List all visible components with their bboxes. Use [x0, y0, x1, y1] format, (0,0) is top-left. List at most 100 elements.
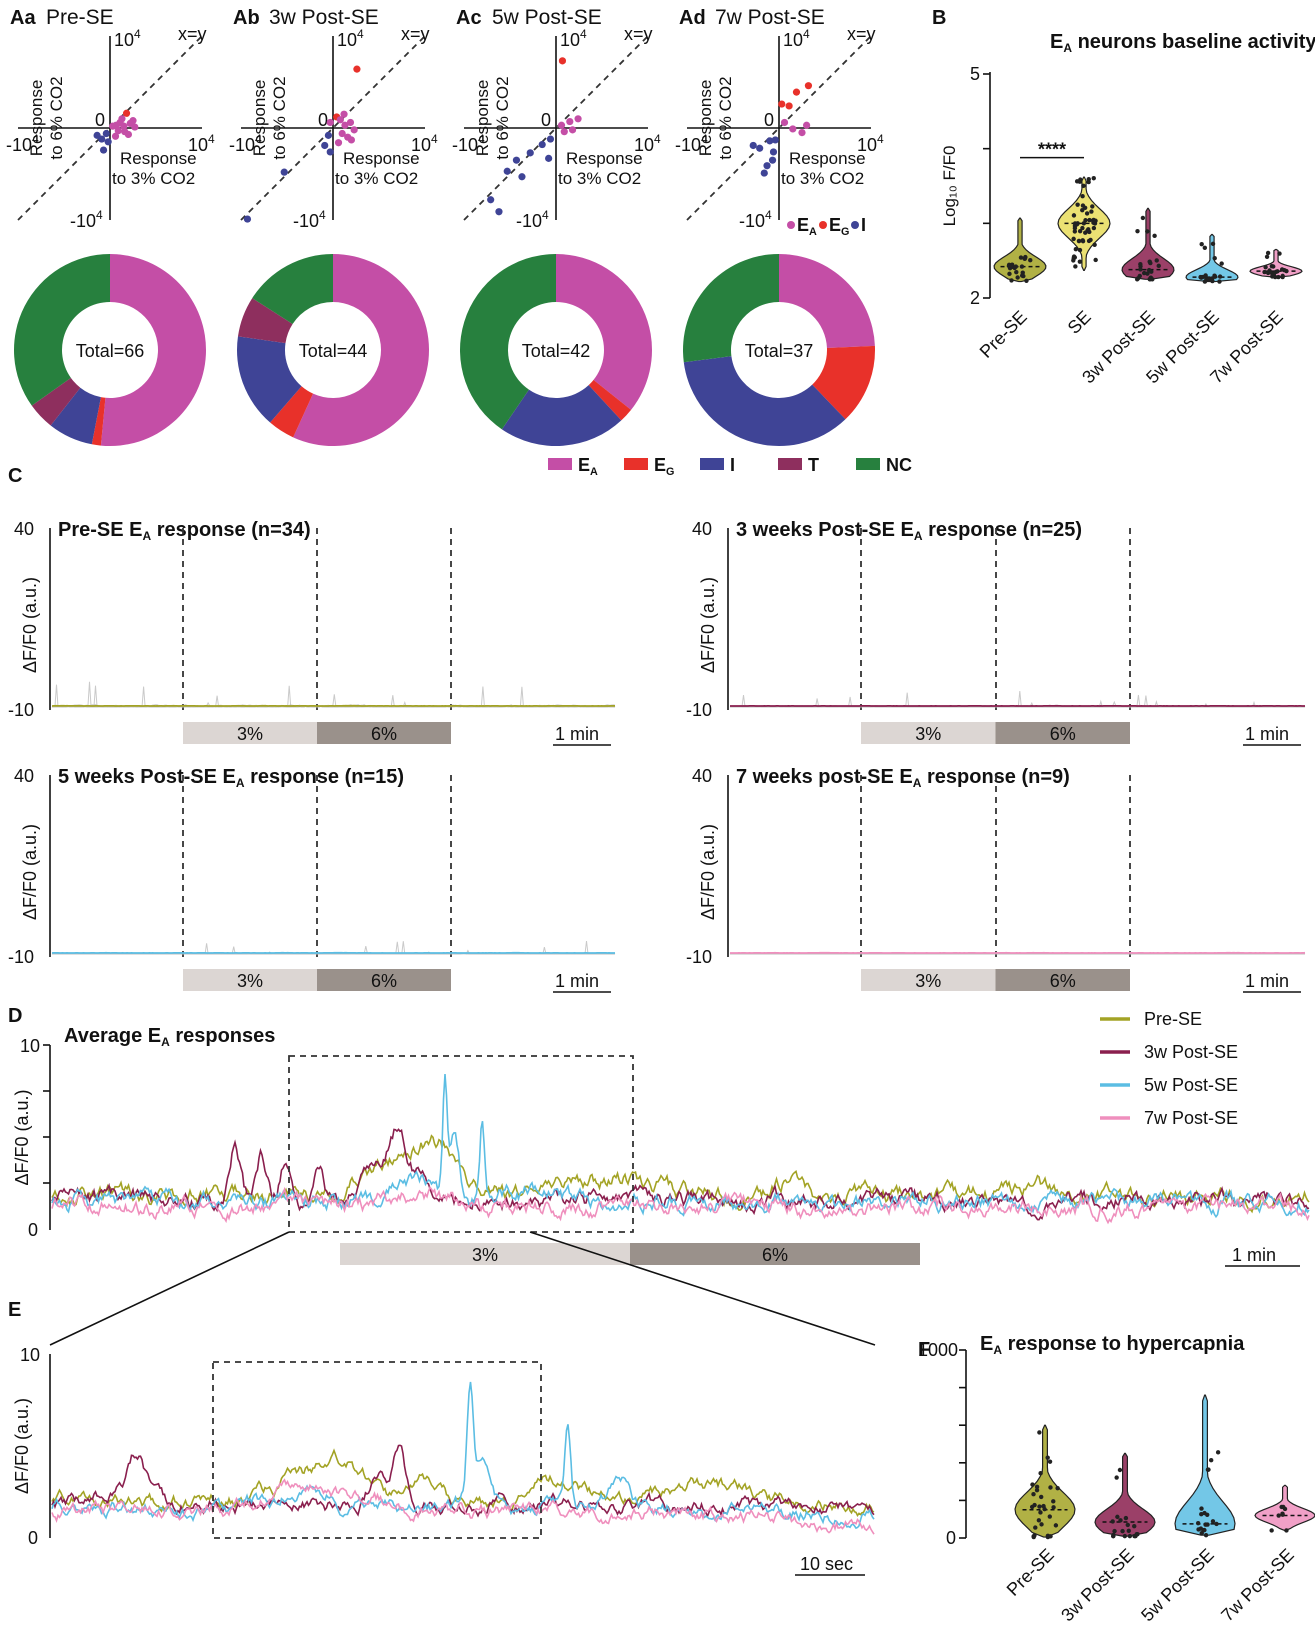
y-tick-label: -10 [8, 947, 34, 967]
violin-b-0-dot [1018, 255, 1024, 260]
violin-b-3-dot [1199, 241, 1204, 247]
data-point-EA [560, 128, 568, 136]
origin-label: 0 [95, 110, 105, 130]
legend-label-EG: EG [829, 215, 849, 238]
x-axis-label: Response to 3% CO2 [112, 149, 197, 188]
donut-slice-I [683, 356, 846, 446]
violin-f-3-dot [1269, 1528, 1274, 1533]
violin-b-1-dot [1071, 254, 1077, 259]
violin-b-0-dot [1014, 269, 1019, 275]
data-point-EA [350, 126, 358, 134]
data-point-I [93, 131, 101, 139]
violin-f-2-dot [1199, 1506, 1204, 1511]
violin-b-2-dot [1138, 267, 1143, 272]
scale-bar-label: 1 min [555, 724, 599, 744]
violin-b-1-dot [1072, 229, 1078, 234]
co2-bar-3 [861, 969, 996, 991]
violin-b-1-dot [1090, 204, 1095, 209]
trace-title: 3 weeks Post-SE EA response (n=25) [736, 519, 1082, 543]
trace-panel-C2: 3 weeks Post-SE EA response (n=25) 40 -10 Δ… [686, 519, 1306, 746]
legend-label-I: I [861, 215, 866, 235]
y-tick-label: 40 [14, 519, 34, 539]
violin-f-2-dot [1215, 1450, 1221, 1455]
violin-b-4-dot [1269, 263, 1275, 269]
origin-label: 0 [541, 110, 551, 130]
violin-f-2-dot [1203, 1532, 1209, 1538]
violin-f-2-dot [1199, 1511, 1204, 1517]
violin-b-3-dot [1212, 256, 1217, 261]
data-point-EA [798, 129, 806, 137]
tick-y-pos: 104 [560, 27, 587, 50]
violin-f-0-dot [1047, 1514, 1052, 1519]
average-title: Average EA responses [64, 1025, 275, 1049]
diag-label: x=y [624, 24, 653, 44]
violin-b-1-dot [1087, 217, 1092, 223]
y-tick-label: 0 [946, 1528, 956, 1548]
data-point-EG [785, 102, 793, 110]
violin-b-2-dot [1135, 228, 1140, 234]
data-point-EA [334, 139, 343, 147]
data-point-EA [111, 132, 120, 140]
violin-b-1-dot [1073, 247, 1079, 252]
violin-b-2-dot [1141, 270, 1147, 276]
trace-panel-C1: Pre-SE EA response (n=34) 40 -10 ΔF/F0 (a.u… [8, 519, 616, 746]
violin-b-0-dot [1013, 264, 1019, 269]
tick-y-pos: 104 [783, 27, 810, 50]
violin-b-1-dot [1091, 220, 1096, 225]
violin-b-2-dot [1152, 233, 1157, 239]
violin-b-0-dot [1015, 275, 1020, 280]
data-point-EG [353, 65, 361, 73]
donut-slice-I [50, 387, 101, 445]
violin-b-1-dot [1093, 257, 1098, 263]
violin-f-1-dot [1112, 1528, 1117, 1534]
violin-f-0-dot [1055, 1485, 1060, 1491]
violin-f-0-body [1014, 1424, 1076, 1538]
violin-b-3-dot [1210, 276, 1215, 281]
donut-slice-NC [683, 254, 779, 363]
tick-y-neg: -104 [516, 208, 549, 231]
violin-b-2-dot [1135, 276, 1141, 281]
violin-f-0-dot [1038, 1471, 1043, 1476]
violin-b-4-dot [1264, 254, 1270, 259]
scale-bar-label: 1 min [555, 971, 599, 991]
violin-b-0-dot [1007, 271, 1012, 277]
data-point-I [545, 154, 553, 162]
data-point-EG [778, 100, 786, 108]
violin-b-1-dot [1092, 242, 1097, 247]
violin-b-2-dot [1145, 229, 1150, 234]
data-point-EA [780, 118, 789, 127]
legend-label-EG: EG [654, 455, 674, 478]
violin-f-0-dot [1037, 1430, 1042, 1435]
legend-label-w5: 5w Post-SE [1144, 1075, 1238, 1095]
donut-slice-EG [270, 386, 314, 438]
x-tick-label: Pre-SE [1003, 1545, 1058, 1600]
data-point-I [766, 137, 774, 145]
co2-bar-3 [183, 722, 317, 744]
violin-f-0-dot [1047, 1459, 1053, 1464]
violin-b-3-dot [1219, 261, 1224, 266]
y-axis-label: ΔF/F0 (a.u.) [698, 577, 718, 673]
violin-f-0-dot [1036, 1518, 1042, 1523]
scale-bar-label: 1 min [1232, 1245, 1276, 1265]
data-point-EA [124, 130, 132, 139]
donut-slice-I [237, 336, 302, 423]
data-point-EA [566, 117, 574, 126]
legend-label-T: T [808, 455, 819, 475]
violin-b-1-dot [1077, 259, 1083, 264]
violin-f-2-dot [1208, 1458, 1214, 1463]
violin-f-0-dot [1031, 1534, 1036, 1539]
panel-b-violin: B EA neurons baseline activity 5 2 Log₁₀ F/F… [932, 7, 1315, 387]
donut-slice-T [31, 377, 81, 426]
panel-a-scatter-plots: Aa Pre-SE x=y 104 104 -104 -104 0 Responseto 6% … [6, 6, 884, 238]
y-axis-label: Responseto 6% CO2 [250, 76, 289, 159]
data-point-EA [120, 122, 128, 130]
data-point-EA [129, 117, 137, 125]
data-point-EG [804, 82, 813, 90]
data-point-EA [574, 115, 582, 123]
co2-bar-6 [317, 722, 451, 744]
legend-label-I: I [730, 455, 735, 475]
data-point-I [326, 148, 334, 156]
co2-bar-6-label: 6% [371, 971, 397, 991]
donut-slice-EG [812, 345, 875, 420]
data-point-EA [568, 126, 577, 134]
